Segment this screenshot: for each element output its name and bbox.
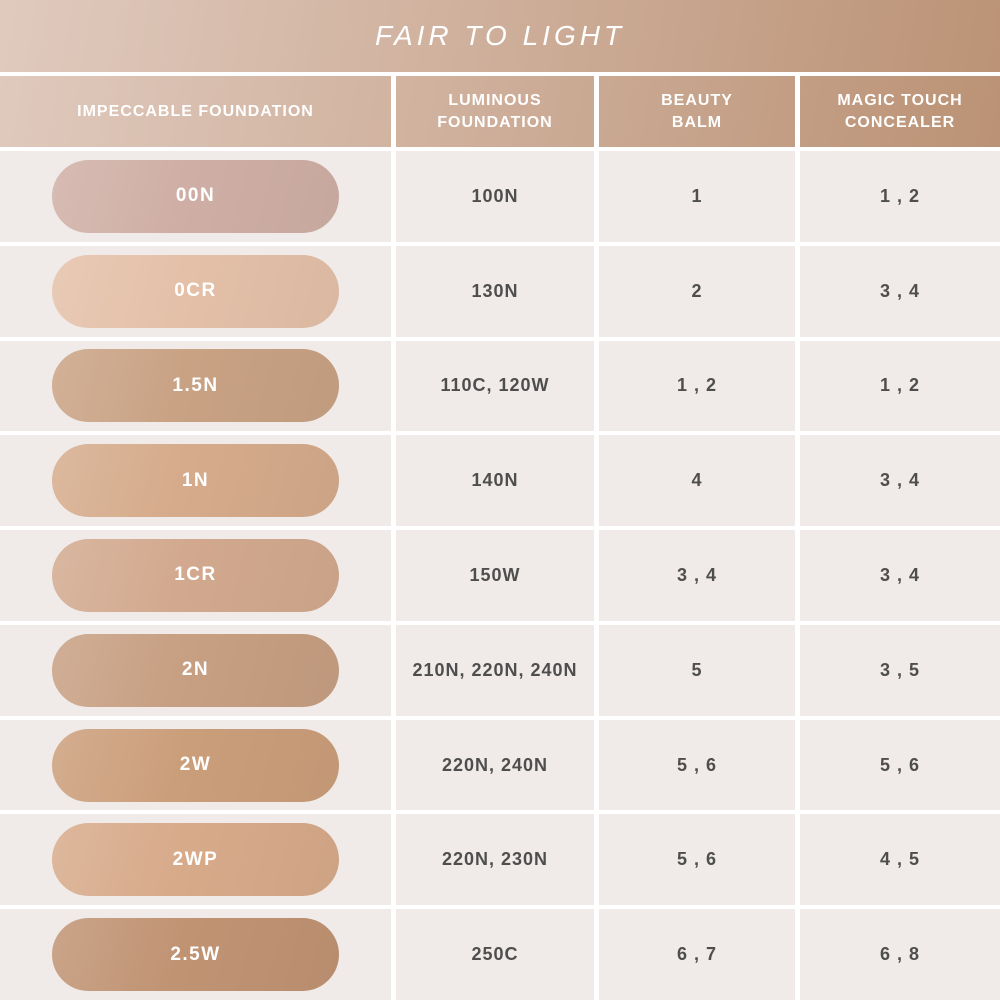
column-header-label: IMPECCABLE FOUNDATION (77, 102, 314, 120)
shade-label: 2WP (172, 848, 219, 870)
swatch-cell: 2WP (0, 814, 391, 906)
luminous-foundation-cell: 150W (396, 530, 594, 621)
swatch-cell: 2W (0, 719, 391, 811)
column-header-label: LUMINOUS FOUNDATION (437, 91, 553, 131)
swatch-cell: 2N (0, 624, 391, 716)
magic-touch-concealer-cell: 3 , 4 (800, 245, 1000, 337)
luminous-foundation-cell: 220N, 240N (396, 719, 594, 811)
shade-swatch: 1CR (52, 538, 339, 612)
shade-label: 1N (181, 469, 210, 491)
luminous-foundation-cell: 140N (396, 435, 594, 527)
beauty-balm-cell: 6 , 7 (599, 909, 795, 1000)
shade-swatch: 2.5W (52, 918, 339, 992)
grid-divider (594, 76, 599, 147)
swatch-cell: 1CR (0, 530, 391, 621)
luminous-foundation-cell: 110C, 120W (396, 340, 594, 432)
swatch-cell: 0CR (0, 245, 391, 337)
magic-touch-concealer-cell: 3 , 5 (800, 624, 1000, 716)
beauty-balm-cell: 5 , 6 (599, 719, 795, 811)
chart-header: FAIR TO LIGHT IMPECCABLE FOUNDATION LUMI… (0, 0, 1000, 147)
shade-label: 2.5W (170, 943, 221, 965)
magic-touch-concealer-cell: 3 , 4 (800, 530, 1000, 621)
chart-title: FAIR TO LIGHT (374, 20, 626, 51)
shade-swatch: 0CR (52, 254, 339, 328)
beauty-balm-cell: 4 (599, 435, 795, 527)
luminous-foundation-cell: 130N (396, 245, 594, 337)
shade-label: 1.5N (172, 374, 219, 396)
beauty-balm-cell: 1 (599, 151, 795, 242)
swatch-cell: 2.5W (0, 909, 391, 1000)
column-header-label: MAGIC TOUCH CONCEALER (837, 91, 963, 131)
column-header-label: BEAUTY BALM (661, 91, 733, 131)
beauty-balm-cell: 3 , 4 (599, 530, 795, 621)
magic-touch-concealer-cell: 5 , 6 (800, 719, 1000, 811)
shade-label: 0CR (174, 280, 217, 302)
shade-swatch: 2W (52, 728, 339, 802)
shade-swatch: 2WP (52, 823, 339, 897)
swatch-cell: 1.5N (0, 340, 391, 432)
swatch-cell: 1N (0, 435, 391, 527)
grid-divider (391, 76, 396, 147)
column-header-beauty-balm: BEAUTY BALM (599, 76, 795, 147)
luminous-foundation-cell: 100N (396, 151, 594, 242)
grid-divider (795, 76, 800, 147)
magic-touch-concealer-cell: 4 , 5 (800, 814, 1000, 906)
title-band: FAIR TO LIGHT (0, 0, 1000, 72)
beauty-balm-cell: 5 (599, 624, 795, 716)
magic-touch-concealer-cell: 3 , 4 (800, 435, 1000, 527)
column-header-luminous-foundation: LUMINOUS FOUNDATION (396, 76, 594, 147)
shade-table-body: 00N 100N 1 1 , 2 0CR 130N 2 3 , 4 1.5N 1… (0, 151, 1000, 1000)
shade-swatch: 1.5N (52, 349, 339, 423)
magic-touch-concealer-cell: 1 , 2 (800, 151, 1000, 242)
luminous-foundation-cell: 250C (396, 909, 594, 1000)
luminous-foundation-cell: 220N, 230N (396, 814, 594, 906)
magic-touch-concealer-cell: 1 , 2 (800, 340, 1000, 432)
shade-label: 2W (179, 754, 212, 776)
beauty-balm-cell: 5 , 6 (599, 814, 795, 906)
beauty-balm-cell: 2 (599, 245, 795, 337)
beauty-balm-cell: 1 , 2 (599, 340, 795, 432)
shade-label: 00N (175, 185, 216, 207)
magic-touch-concealer-cell: 6 , 8 (800, 909, 1000, 1000)
column-header-magic-touch-concealer: MAGIC TOUCH CONCEALER (800, 76, 1000, 147)
shade-swatch: 1N (52, 444, 339, 518)
grid-divider (0, 72, 1000, 76)
column-header-impeccable-foundation: IMPECCABLE FOUNDATION (0, 76, 391, 147)
shade-swatch: 00N (52, 159, 339, 233)
column-header-row: IMPECCABLE FOUNDATION LUMINOUS FOUNDATIO… (0, 76, 1000, 147)
swatch-cell: 00N (0, 151, 391, 242)
shade-swatch: 2N (52, 633, 339, 707)
shade-label: 1CR (174, 564, 217, 586)
luminous-foundation-cell: 210N, 220N, 240N (396, 624, 594, 716)
shade-label: 2N (181, 659, 210, 681)
